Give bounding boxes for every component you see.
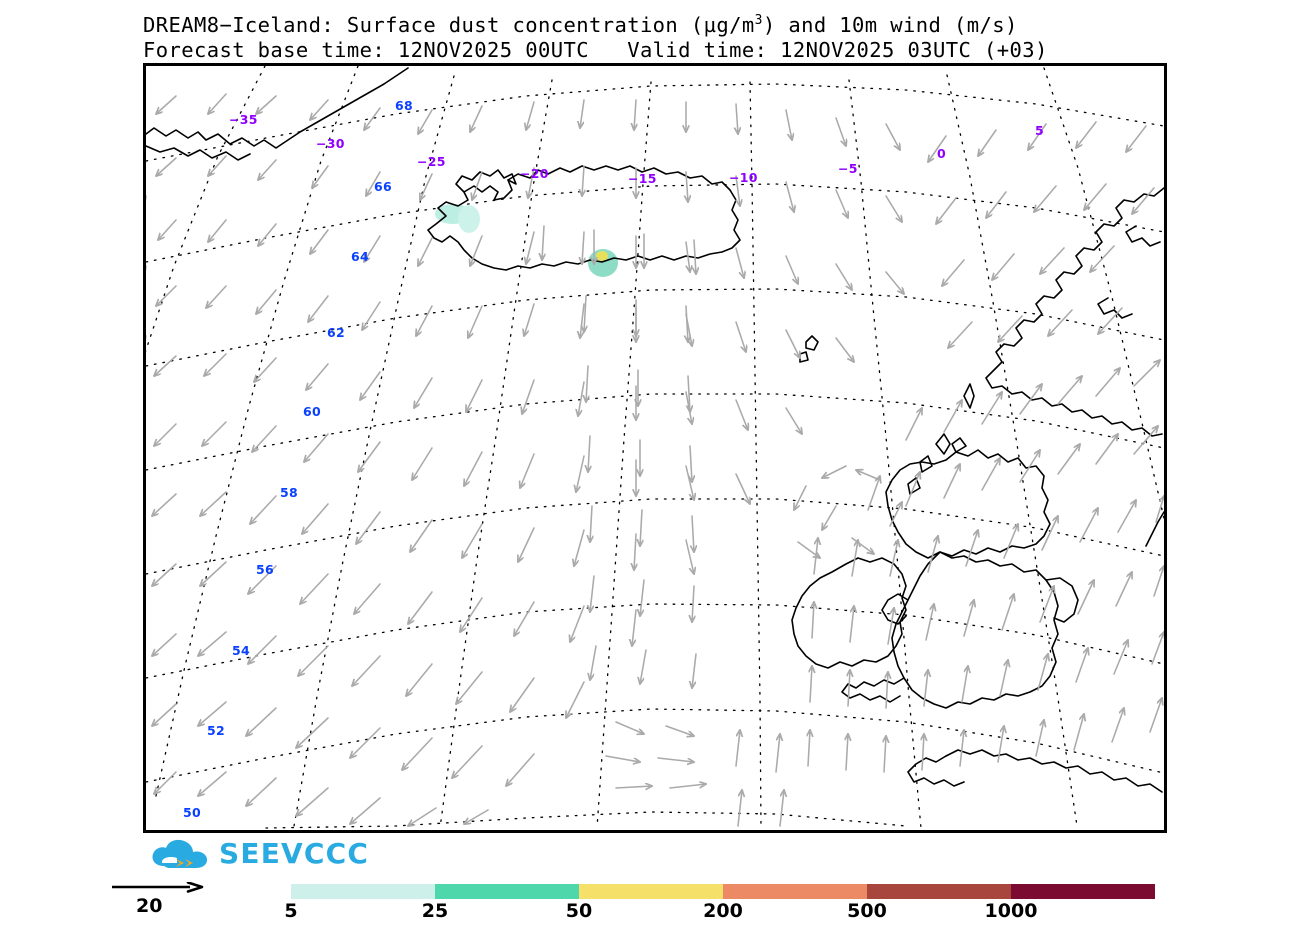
dust-patch-se-iceland-core [596,251,608,261]
coast-greenland [146,67,409,149]
longitude-label: −30 [316,136,345,151]
latitude-label: 54 [232,643,250,658]
coast-denmark [1145,511,1164,547]
colorbar-tick-label: 25 [421,900,449,922]
coast-shetland [963,383,975,409]
title-line1-prefix: DREAM8−Iceland: Surface dust concentrati… [143,12,755,37]
coast-brittany [907,755,965,787]
latitude-label: 56 [256,562,274,577]
colorbar-tick-label: 50 [565,900,593,922]
colorbar-gradient [291,884,1155,899]
coast-ireland [791,557,907,669]
page-title: DREAM8−Iceland: Surface dust concentrati… [143,8,1283,38]
latitude-label: 64 [351,249,369,264]
colorbar-segment [1011,884,1155,899]
colorbar-segment [723,884,867,899]
latitude-label: 62 [327,325,345,340]
coast-norway [985,187,1164,437]
colorbar-tick-label: 5 [284,900,298,922]
colorbar-tick-label: 200 [703,900,743,922]
coast-faroe-2 [799,351,809,363]
map-canvas [146,66,1164,829]
coast-scotland [885,449,1051,559]
colorbar-tick-label: 1000 [984,900,1038,922]
coast-wales [881,593,909,625]
coast-iceland-westfjords [455,169,517,193]
coast-faroe [805,335,819,351]
title-line1-suffix: ) and 10m wind (m/s) [762,12,1018,37]
longitude-label: −35 [229,112,258,127]
coastlines [146,67,1164,793]
map-panel[interactable]: −35 −30 −25 −20 −15 −10 −5 0 5 68 66 64 62 60 58 56 54 5… [143,63,1167,833]
coast-hebrides [935,433,951,455]
graticule [146,66,1164,829]
colorbar-segment [867,884,1011,899]
longitude-label: 0 [937,146,946,161]
coast-france [945,749,1163,793]
longitude-label: −25 [417,154,446,169]
coast-norway-fjords [1125,225,1161,247]
colorbar-segment [435,884,579,899]
coast-hebrides-2 [919,455,933,473]
title-line1-exponent: 3 [754,13,763,28]
latitude-label: 60 [303,404,321,419]
wind-vector-field [146,93,1164,826]
coast-iceland [427,165,741,271]
latitude-label: 66 [374,179,392,194]
title-block: DREAM8−Iceland: Surface dust concentrati… [143,8,1283,63]
title-subtitle: Forecast base time: 12NOV2025 00UTC Vali… [143,37,1048,62]
latitude-label: 58 [280,485,298,500]
seevccc-logo[interactable]: SEEVCCC [150,833,368,875]
colorbar-segment [579,884,723,899]
longitude-label: −15 [628,171,657,186]
cloud-icon [150,836,212,872]
latitude-label: 52 [207,723,225,738]
wind-scale-legend: 20 [110,882,220,920]
longitude-label: −10 [729,170,758,185]
dust-patch-se-iceland [588,249,618,277]
coast-england-wales [891,551,1059,709]
coast-norway-fjords-2 [1097,297,1133,319]
logo-text: SEEVCCC [219,837,370,870]
wind-scale-label: 20 [136,895,163,917]
coast-skye [907,477,921,495]
dust-patch-west-iceland [458,205,480,233]
longitude-label: −5 [838,161,858,176]
longitude-label: 5 [1035,123,1044,138]
coast-southwest [841,677,905,703]
dust-concentration-field [435,204,618,277]
colorbar-segment [291,884,435,899]
coast-greenland-inner [146,145,251,161]
latitude-label: 50 [183,805,201,820]
colorbar-legend[interactable]: 5 25 50 200 500 1000 [284,884,1155,924]
coast-east-anglia [1045,577,1079,623]
coast-orkney [951,437,967,453]
latitude-label: 68 [395,98,413,113]
colorbar-tick-label: 500 [847,900,887,922]
wind-scale-arrow-icon [112,882,204,893]
longitude-label: −20 [520,166,549,181]
